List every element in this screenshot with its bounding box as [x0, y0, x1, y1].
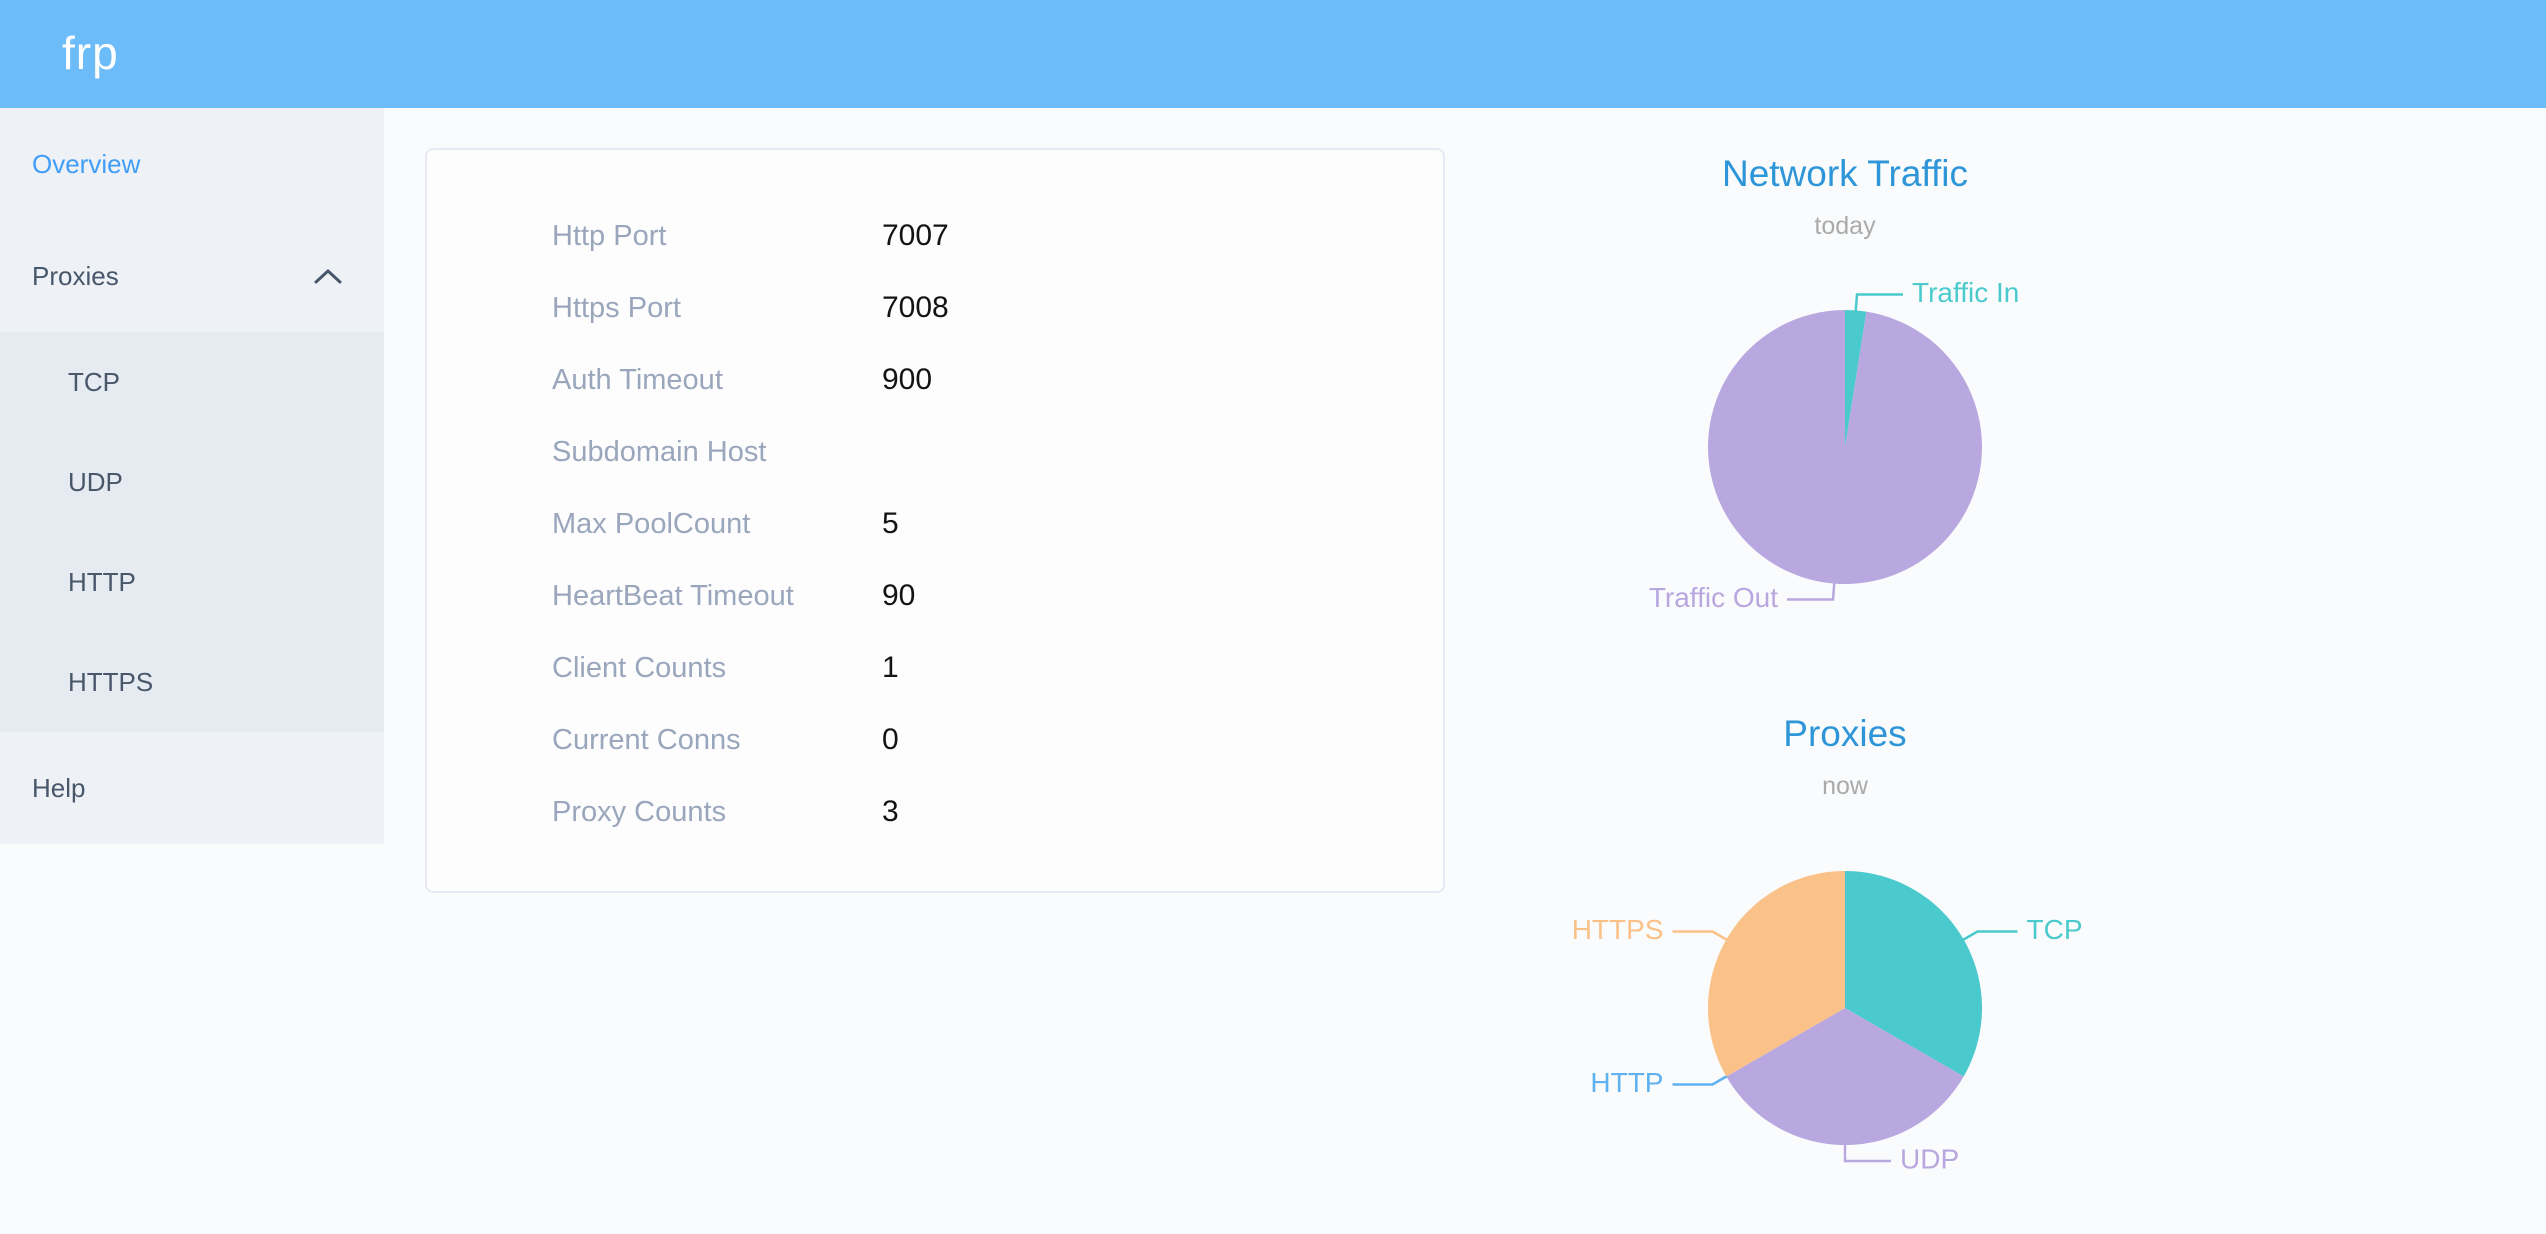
pie-label-leader-udp: [1843, 1144, 1891, 1163]
pie-label-traffic-in: Traffic In: [1912, 277, 2019, 308]
sidebar: Overview Proxies TCP UDP HTTP HTTPS Help: [0, 108, 384, 844]
network-traffic-chart-header: Network Traffic today: [1495, 152, 2195, 244]
proxies-pie: TCP UDP HTTP HTTPS: [1572, 871, 2083, 1174]
info-label: Current Conns: [552, 723, 741, 756]
server-info-card: Http Port 7007 Https Port 7008 Auth Timeout 9…: [425, 148, 1445, 893]
sidebar-item-proxies[interactable]: Proxies: [0, 230, 384, 322]
server-info-rows: Http Port 7007 Https Port 7008 Auth Timeout 9…: [427, 150, 1443, 848]
info-row-https-port: Https Port 7008: [427, 272, 1443, 344]
proxies-chart-header: Proxies now: [1495, 712, 2195, 804]
sidebar-item-help[interactable]: Help: [32, 773, 86, 803]
info-row-heartbeat-timeout: HeartBeat Timeout 90: [427, 560, 1443, 632]
pie-label-leader-https: [1672, 930, 1728, 942]
pie-label-https: HTTPS: [1572, 914, 1664, 945]
info-label: Client Counts: [552, 651, 727, 684]
info-value: 1: [882, 651, 899, 684]
info-row-http-port: Http Port 7007: [427, 200, 1443, 272]
proxies-chart-subtitle: now: [1822, 772, 1868, 800]
pie-label-udp: UDP: [1900, 1143, 1959, 1174]
info-label: Http Port: [552, 219, 667, 252]
sidebar-submenu-proxies: TCP UDP HTTP HTTPS: [0, 332, 384, 732]
info-label: Https Port: [552, 291, 681, 324]
sidebar-item-tcp[interactable]: TCP: [68, 367, 120, 397]
pie-slice-traffic-out[interactable]: [1708, 310, 1982, 584]
info-value: 3: [882, 795, 899, 828]
sidebar-item-https[interactable]: HTTPS: [68, 667, 154, 697]
info-value: 5: [882, 507, 899, 540]
pie-label-leader-traffic-in: [1854, 293, 1904, 312]
info-value: 0: [882, 723, 899, 756]
info-row-current-conns: Current Conns 0: [427, 704, 1443, 776]
pie-label-http: HTTP: [1590, 1067, 1663, 1098]
app-logo: frp: [62, 26, 119, 79]
info-value: 90: [882, 579, 916, 612]
network-traffic-chart-title: Network Traffic: [1721, 153, 1969, 194]
pie-label-leader-http: [1672, 1074, 1728, 1086]
info-label: HeartBeat Timeout: [552, 579, 794, 612]
info-value: 900: [882, 363, 933, 396]
sidebar-item-http[interactable]: HTTP: [68, 567, 136, 597]
pie-label-leader-traffic-out: [1786, 582, 1836, 601]
info-label: Subdomain Host: [552, 435, 767, 468]
info-row-auth-timeout: Auth Timeout 900: [427, 344, 1443, 416]
proxies-chart-title: Proxies: [1783, 713, 1907, 754]
network-traffic-pie: Traffic In Traffic Out: [1649, 277, 2020, 613]
info-label: Proxy Counts: [552, 795, 727, 828]
info-label: Auth Timeout: [552, 363, 723, 396]
pie-slice-tcp[interactable]: [1845, 871, 1982, 1077]
info-value: 7008: [882, 291, 949, 324]
app-header: frp: [0, 0, 2546, 108]
info-label: Max PoolCount: [552, 507, 751, 540]
pie-label-leader-tcp: [1962, 930, 2018, 942]
pie-label-traffic-out: Traffic Out: [1649, 582, 1778, 613]
pie-slice-https[interactable]: [1708, 871, 1845, 1077]
sidebar-item-overview[interactable]: Overview: [32, 149, 141, 179]
info-row-client-counts: Client Counts 1: [427, 632, 1443, 704]
info-row-subdomain-host: Subdomain Host: [427, 416, 1443, 488]
chevron-up-icon: [314, 269, 342, 284]
info-value: 7007: [882, 219, 949, 252]
pie-slice-traffic-in[interactable]: [1845, 310, 1867, 447]
pie-slice-udp[interactable]: [1726, 1008, 1964, 1145]
info-row-max-poolcount: Max PoolCount 5: [427, 488, 1443, 560]
sidebar-item-udp[interactable]: UDP: [68, 467, 123, 497]
network-traffic-chart-subtitle: today: [1814, 212, 1876, 240]
pie-label-tcp: TCP: [2027, 914, 2083, 945]
info-row-proxy-counts: Proxy Counts 3: [427, 776, 1443, 848]
sidebar-item-proxies-label: Proxies: [32, 261, 119, 291]
